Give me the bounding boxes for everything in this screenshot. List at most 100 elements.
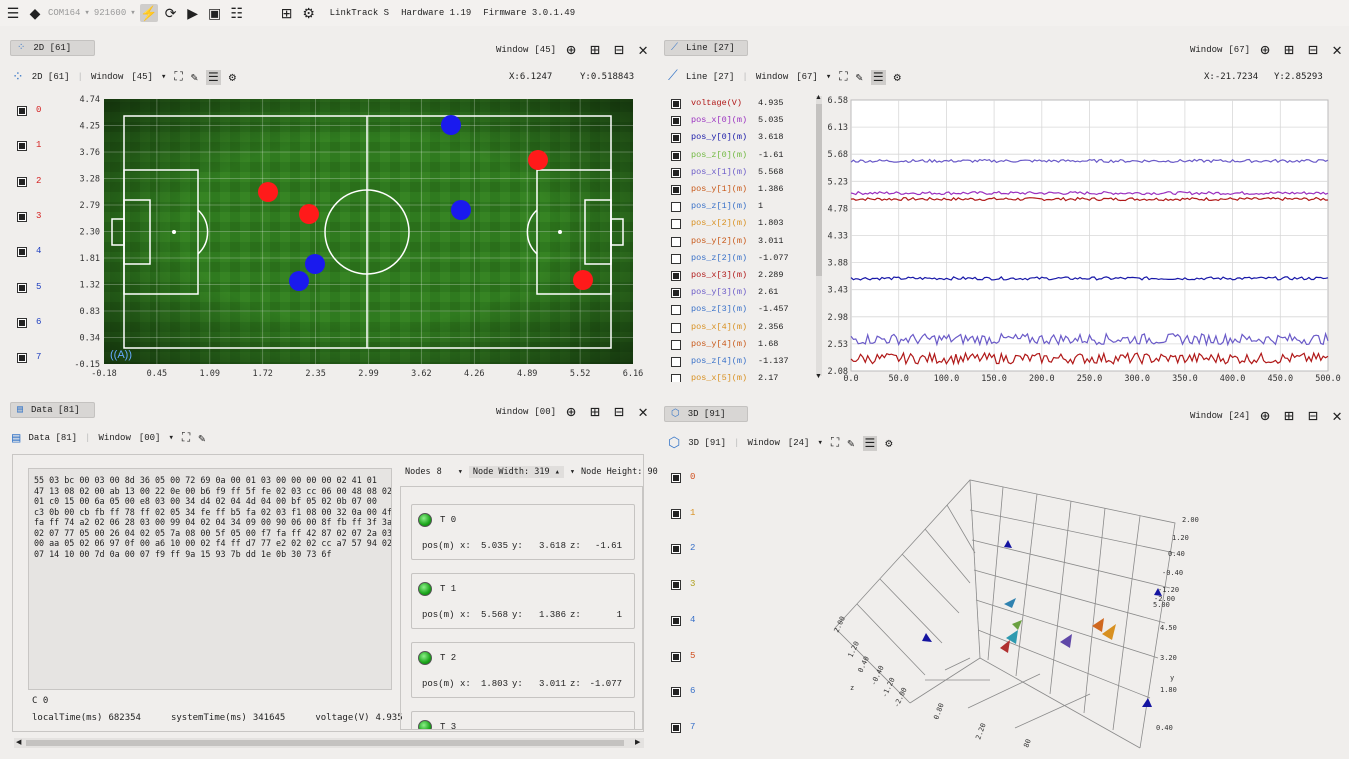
id-checkbox-0[interactable] xyxy=(17,106,27,116)
node-width-field[interactable]: Node Width: 319 ▴ xyxy=(468,466,564,478)
series-row[interactable]: pos_x[1](m) 5.568 xyxy=(664,166,814,182)
node-card[interactable]: T 2 pos(m) x: 1.803 y: 3.011 z: -1.077 xyxy=(411,642,635,698)
clear-icon[interactable]: ✎ xyxy=(190,70,199,85)
tab-line[interactable]: ⟋ Line [27] xyxy=(664,40,748,56)
hex-dump[interactable]: 55 03 bc 00 03 00 8d 36 05 00 72 69 0a 0… xyxy=(28,468,392,690)
node-card[interactable]: T 1 pos(m) x: 5.568 y: 1.386 z: 1 xyxy=(411,573,635,629)
gear-icon[interactable]: ⚙ xyxy=(893,70,901,85)
series-row[interactable]: pos_x[4](m) 2.356 xyxy=(664,321,814,337)
scroll-up-icon[interactable]: ▲ xyxy=(815,94,822,101)
chart-icon[interactable]: ⛶ xyxy=(830,436,840,450)
id-checkbox-6[interactable] xyxy=(671,687,681,698)
nodes-value[interactable]: 8 xyxy=(436,467,442,477)
close-icon[interactable]: ✕ xyxy=(638,404,648,422)
subbar-window-value[interactable]: [00] xyxy=(138,433,161,443)
node-height-dropdown-icon[interactable]: ▾ xyxy=(569,467,575,477)
split-down-icon[interactable]: ⊟ xyxy=(1308,408,1318,426)
series-checkbox[interactable] xyxy=(671,116,681,127)
node-card[interactable]: T 3 xyxy=(411,711,635,729)
list-icon[interactable]: ☰ xyxy=(862,435,878,451)
add-window-icon[interactable]: ⊕ xyxy=(1260,42,1270,60)
series-checkbox[interactable] xyxy=(671,167,681,178)
id-checkbox-3[interactable] xyxy=(17,211,27,222)
playback-icon[interactable]: ▣ xyxy=(208,4,222,21)
add-window-icon[interactable]: ⊕ xyxy=(1260,408,1270,426)
series-row[interactable]: pos_y[0](m) 3.618 xyxy=(664,131,814,147)
node-width-dropdown-icon[interactable]: ▾ xyxy=(457,467,463,477)
split-right-icon[interactable]: ⊞ xyxy=(590,404,600,422)
series-checkbox[interactable] xyxy=(671,185,681,195)
split-right-icon[interactable]: ⊞ xyxy=(1284,408,1294,426)
id-checkbox-2[interactable] xyxy=(671,544,681,555)
tab-data[interactable]: ▤ Data [81] xyxy=(10,402,95,418)
record-icon[interactable]: ▶ xyxy=(187,4,199,21)
dropdown-icon[interactable]: ▾ xyxy=(817,438,823,448)
series-checkbox[interactable] xyxy=(671,202,681,213)
id-checkbox-7[interactable] xyxy=(17,353,27,364)
split-down-icon[interactable]: ⊟ xyxy=(614,404,624,422)
close-icon[interactable]: ✕ xyxy=(638,42,648,60)
node-card[interactable]: T 0 pos(m) x: 5.035 y: 3.618 z: -1.61 xyxy=(411,504,635,560)
id-checkbox-5[interactable] xyxy=(17,282,27,293)
baud-select[interactable]: 921600 xyxy=(93,8,127,18)
gear-icon[interactable]: ⚙ xyxy=(228,70,237,85)
refresh-icon[interactable]: ⟳ xyxy=(164,4,177,21)
series-checkbox[interactable] xyxy=(671,305,681,316)
close-icon[interactable]: ✕ xyxy=(1332,408,1342,426)
menu-icon[interactable]: ☰ xyxy=(6,4,20,21)
id-checkbox-1[interactable] xyxy=(671,508,681,519)
id-checkbox-6[interactable] xyxy=(17,317,27,328)
device-icon[interactable]: ◆ xyxy=(29,4,41,21)
add-window-icon[interactable]: ⊕ xyxy=(566,404,576,422)
legend-scrollbar[interactable] xyxy=(816,96,822,376)
series-row[interactable]: pos_x[0](m) 5.035 xyxy=(664,114,814,130)
list-icon[interactable]: ☰ xyxy=(870,69,886,85)
series-checkbox[interactable] xyxy=(671,150,681,161)
port-select[interactable]: COM164 xyxy=(48,8,81,18)
dropdown-icon[interactable]: ▾ xyxy=(160,72,167,82)
series-row[interactable]: pos_z[3](m) -1.457 xyxy=(664,303,814,319)
chart-icon[interactable]: ⛶ xyxy=(181,431,191,445)
series-checkbox[interactable] xyxy=(671,339,681,350)
split-down-icon[interactable]: ⊟ xyxy=(614,42,624,60)
series-row[interactable]: pos_y[3](m) 2.61 xyxy=(664,286,814,302)
id-checkbox-7[interactable] xyxy=(671,722,681,733)
series-row[interactable]: pos_z[0](m) -1.61 xyxy=(664,149,814,165)
gear-icon[interactable]: ⚙ xyxy=(885,436,893,451)
clear-icon[interactable]: ✎ xyxy=(847,436,855,451)
series-row[interactable]: voltage(V) 4.935 xyxy=(664,97,814,113)
clear-icon[interactable]: ✎ xyxy=(198,431,206,446)
series-checkbox[interactable] xyxy=(671,236,681,247)
series-row[interactable]: pos_x[5](m) 2.17 xyxy=(664,372,814,382)
scroll-left-icon[interactable]: ◀ xyxy=(16,739,22,746)
series-checkbox[interactable] xyxy=(671,374,681,382)
id-checkbox-4[interactable] xyxy=(17,247,27,258)
scroll-down-icon[interactable]: ▼ xyxy=(815,373,822,380)
id-checkbox-4[interactable] xyxy=(671,615,681,626)
series-row[interactable]: pos_y[4](m) 1.68 xyxy=(664,338,814,354)
config-icon[interactable]: ⚙ xyxy=(302,4,315,21)
h-scroll-thumb[interactable] xyxy=(26,740,624,746)
id-checkbox-1[interactable] xyxy=(17,141,27,152)
subbar-window-value[interactable]: [24] xyxy=(787,438,810,448)
list-icon[interactable]: ☰ xyxy=(206,69,221,85)
subbar-window-value[interactable]: [45] xyxy=(131,72,153,82)
dropdown-icon[interactable]: ▾ xyxy=(168,433,174,443)
add-window-icon[interactable]: ⊕ xyxy=(566,42,576,60)
series-row[interactable]: pos_x[3](m) 2.289 xyxy=(664,269,814,285)
split-right-icon[interactable]: ⊞ xyxy=(1284,42,1294,60)
series-row[interactable]: pos_y[1](m) 1.386 xyxy=(664,183,814,199)
node-height-field[interactable]: Node Height: 90 xyxy=(581,467,658,477)
id-checkbox-5[interactable] xyxy=(671,651,681,662)
connect-icon[interactable]: ⚡ xyxy=(139,4,158,22)
series-checkbox[interactable] xyxy=(671,99,681,109)
series-checkbox[interactable] xyxy=(671,219,681,230)
series-row[interactable]: pos_z[2](m) -1.077 xyxy=(664,252,814,268)
subbar-window-value[interactable]: [67] xyxy=(796,72,818,82)
series-checkbox[interactable] xyxy=(671,133,681,144)
chart-icon[interactable]: ⛶ xyxy=(839,70,848,84)
port-dropdown-icon[interactable]: ▾ xyxy=(84,8,90,18)
close-icon[interactable]: ✕ xyxy=(1332,42,1342,60)
series-row[interactable]: pos_x[2](m) 1.803 xyxy=(664,217,814,233)
chart-icon[interactable]: ⛶ xyxy=(174,70,183,84)
